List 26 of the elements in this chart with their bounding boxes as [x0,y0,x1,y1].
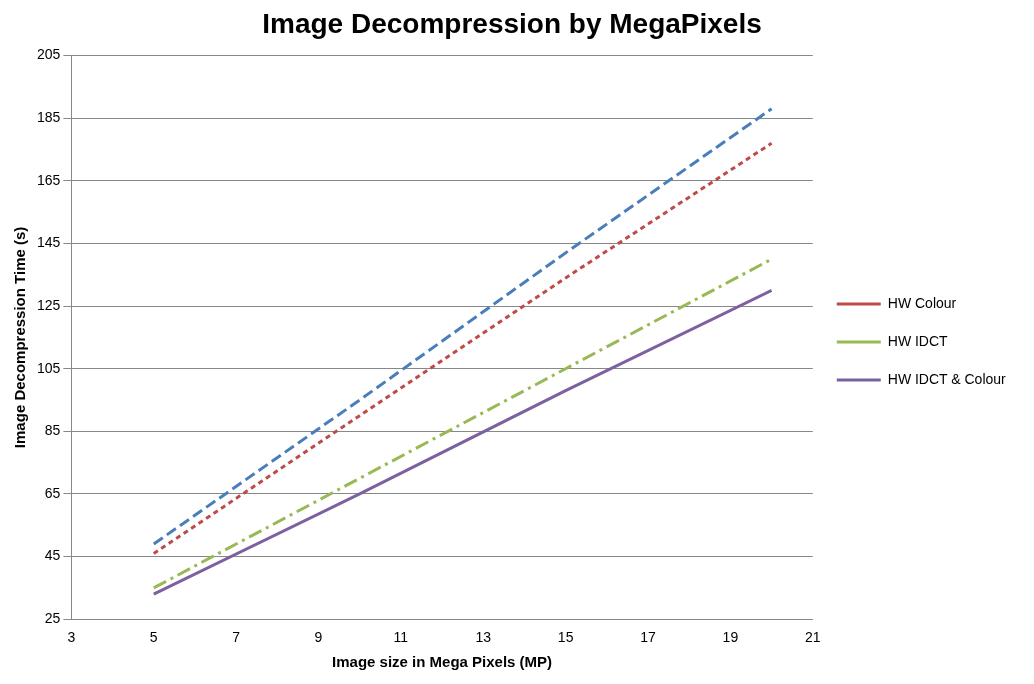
x-tick-label: 11 [393,629,409,646]
legend-label: HW IDCT & Colour [887,370,1007,387]
y-tick-label: 185 [37,109,61,126]
y-tick-label: 205 [37,46,61,63]
x-axis-title: Image size in Mega Pixels (MP) [332,653,553,671]
x-tick-label: 3 [67,629,76,646]
x-tick-label: 17 [640,629,657,646]
y-tick-label: 45 [44,547,61,564]
legend-label: HW Colour [887,294,957,311]
x-tick-label: 7 [232,629,241,646]
y-tick-label: 85 [44,422,61,439]
x-tick-label: 19 [722,629,739,646]
y-tick-label: 165 [37,171,61,188]
x-tick-label: 5 [149,629,158,646]
x-tick-label: 13 [475,629,492,646]
y-axis-title: Image Decompression Time (s) [11,226,29,449]
chart-title: Image Decompression by MegaPixels [262,7,762,39]
x-tick-label: 21 [804,629,821,646]
x-tick-label: 15 [557,629,574,646]
y-tick-label: 145 [37,234,61,251]
y-tick-label: 65 [44,484,61,501]
x-tick-label: 9 [314,629,323,646]
y-tick-label: 125 [37,296,61,313]
legend-label: HW IDCT [887,332,949,349]
y-tick-label: 105 [37,359,61,376]
y-tick-label: 25 [44,610,61,627]
